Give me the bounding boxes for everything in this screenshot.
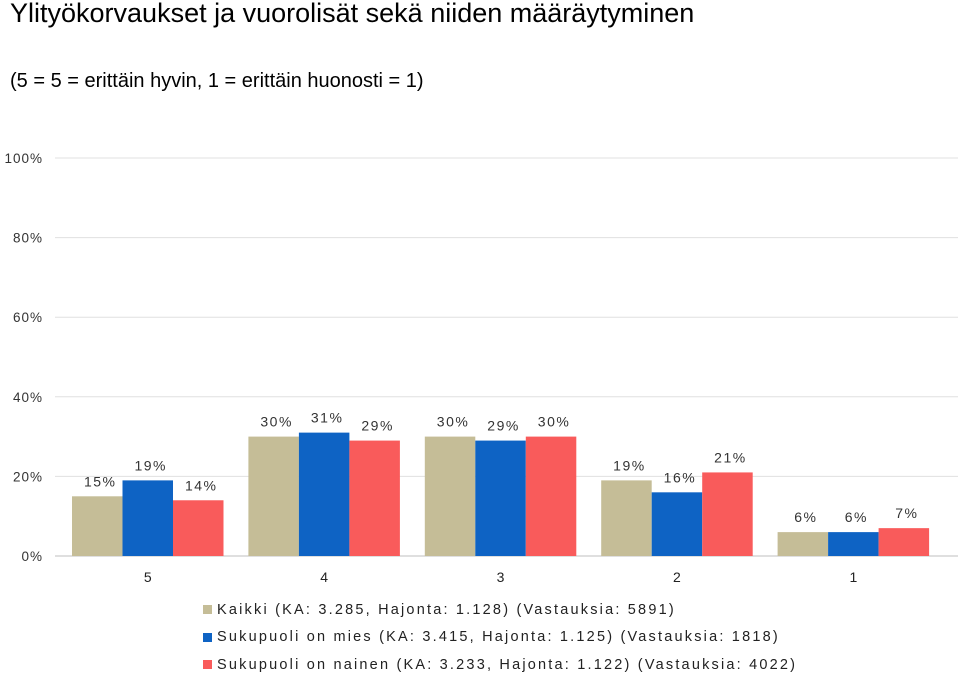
bar xyxy=(424,436,476,556)
data-label: 30% xyxy=(260,414,293,430)
data-label: 6% xyxy=(794,509,817,525)
bar xyxy=(122,480,173,556)
bar xyxy=(248,436,299,556)
bar xyxy=(298,432,350,556)
bar xyxy=(777,532,829,556)
legend-item: Sukupuoli on mies (KA: 3.415, Hajonta: 1… xyxy=(203,624,797,652)
data-label: 16% xyxy=(664,469,697,485)
y-tick-label: 100% xyxy=(4,151,43,166)
bar xyxy=(651,492,703,556)
legend-swatch xyxy=(203,605,212,615)
data-label: 29% xyxy=(487,418,520,434)
data-label: 15% xyxy=(84,473,117,489)
bar xyxy=(525,436,577,556)
data-label: 30% xyxy=(437,414,470,430)
legend-item: Kaikki (KA: 3.285, Hajonta: 1.128) (Vast… xyxy=(203,596,797,624)
chart-title: Ylityökorvaukset ja vuorolisät sekä niid… xyxy=(10,0,695,28)
bar xyxy=(601,480,652,556)
category-label: 2 xyxy=(673,569,681,585)
y-tick-label: 40% xyxy=(13,390,43,405)
data-label: 19% xyxy=(134,457,167,473)
bar-chart: 0% 20% 40% 60% 80% 100% 15% 19% 14% 5 30% 31% 29% 4 30… xyxy=(4,151,958,585)
legend-label: Kaikki (KA: 3.285, Hajonta: 1.128) (Vast… xyxy=(217,601,676,618)
legend-swatch xyxy=(203,632,212,642)
y-tick-label: 80% xyxy=(13,231,43,246)
legend-label: Sukupuoli on nainen (KA: 3.233, Hajonta:… xyxy=(217,656,798,673)
bar xyxy=(475,440,526,556)
bar xyxy=(349,440,400,556)
legend-swatch xyxy=(203,660,212,670)
legend: Kaikki (KA: 3.285, Hajonta: 1.128) (Vast… xyxy=(203,596,797,679)
bar xyxy=(72,496,123,556)
data-label: 14% xyxy=(185,477,218,493)
bar xyxy=(828,532,879,556)
data-label: 6% xyxy=(845,509,868,525)
data-label: 31% xyxy=(311,410,344,426)
category-label: 3 xyxy=(497,569,505,585)
bar xyxy=(702,472,753,556)
bar xyxy=(173,500,224,556)
data-label: 29% xyxy=(361,418,394,434)
data-label: 30% xyxy=(538,414,571,430)
data-label: 19% xyxy=(613,457,646,473)
chart-subtitle: (5 = 5 = erittäin hyvin, 1 = erittäin hu… xyxy=(10,70,424,92)
category-label: 5 xyxy=(144,569,152,585)
data-label: 21% xyxy=(714,449,747,465)
y-tick-label: 60% xyxy=(13,310,43,325)
y-tick-label: 0% xyxy=(21,549,43,564)
data-label: 7% xyxy=(895,505,918,521)
legend-label: Sukupuoli on mies (KA: 3.415, Hajonta: 1… xyxy=(217,629,780,646)
bar xyxy=(878,528,930,556)
y-tick-label: 20% xyxy=(13,469,43,484)
category-label: 1 xyxy=(849,569,857,585)
legend-item: Sukupuoli on nainen (KA: 3.233, Hajonta:… xyxy=(203,651,797,679)
category-label: 4 xyxy=(320,569,328,585)
